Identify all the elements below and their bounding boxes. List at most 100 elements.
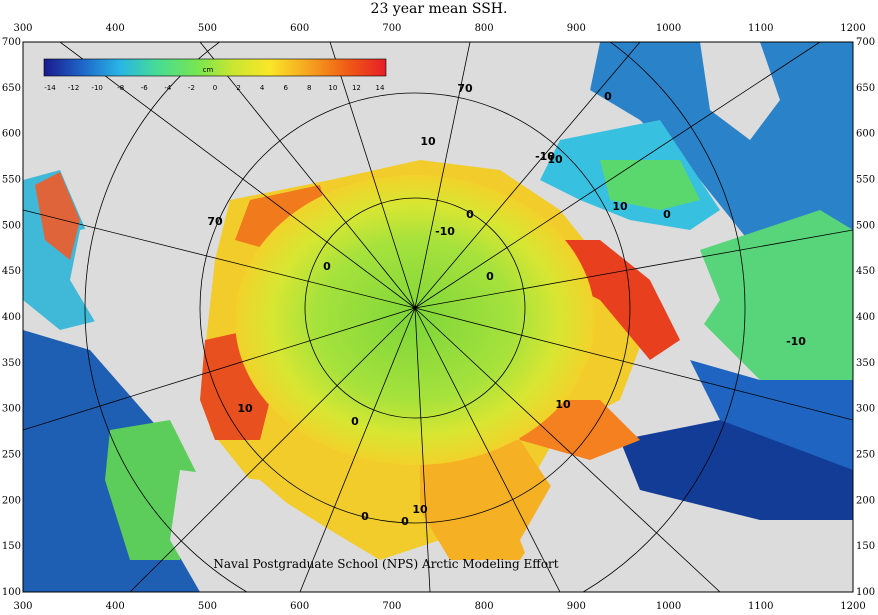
credit-text: Naval Postgraduate School (NPS) Arctic M… <box>213 557 558 571</box>
contour-label: 10 <box>420 135 436 148</box>
pacific-green <box>700 210 853 380</box>
colorbar-tick-label: -8 <box>117 84 124 92</box>
colorbar-tick-label: 6 <box>283 84 288 92</box>
contour-label: 0 <box>361 510 369 523</box>
x-tick-bottom-label: 300 <box>13 601 32 612</box>
y-tick-right-label: 550 <box>856 175 875 186</box>
y-tick-left-label: 500 <box>2 220 21 231</box>
y-tick-right-label: 400 <box>856 312 875 323</box>
y-tick-left-label: 600 <box>2 129 21 140</box>
contour-label: 10 <box>412 503 428 516</box>
contour-label: -10 <box>535 150 555 163</box>
x-tick-bottom-label: 900 <box>567 601 586 612</box>
colorbar-unit: cm <box>203 66 214 74</box>
x-tick-bottom-label: 1200 <box>840 601 865 612</box>
x-tick-top-label: 1200 <box>840 23 865 34</box>
scandinavia-land <box>640 250 720 330</box>
x-tick-top-label: 1100 <box>748 23 773 34</box>
y-tick-left-label: 400 <box>2 312 21 323</box>
colorbar-tick-label: -6 <box>141 84 149 92</box>
y-tick-left-label: 250 <box>2 450 21 461</box>
y-tick-right-label: 600 <box>856 129 875 140</box>
colorbar-tick-label: 10 <box>328 84 337 92</box>
plot-border <box>22 41 854 593</box>
y-tick-left-label: 450 <box>2 266 21 277</box>
y-tick-left-label: 100 <box>2 587 21 598</box>
contour-label: 70 <box>457 82 473 95</box>
colorbar-tick-label: -2 <box>188 84 195 92</box>
colorbar-tick-label: 8 <box>307 84 311 92</box>
x-tick-top-label: 300 <box>13 23 32 34</box>
y-tick-right-label: 500 <box>856 220 875 231</box>
y-tick-right-label: 450 <box>856 266 875 277</box>
contour-label: -10 <box>435 225 455 238</box>
colorbar-tick-label: 0 <box>213 84 217 92</box>
x-tick-top-label: 700 <box>382 23 401 34</box>
contour-label: 0 <box>663 208 671 221</box>
eurasia-land <box>520 470 760 592</box>
y-tick-left-label: 550 <box>2 175 21 186</box>
kamchatka-land <box>700 42 780 140</box>
colorbar-tick-label: -14 <box>44 84 56 92</box>
contour-label: 0 <box>604 90 612 103</box>
y-tick-right-label: 650 <box>856 83 875 94</box>
y-tick-right-label: 300 <box>856 404 875 415</box>
colorbar-tick-label: 14 <box>376 84 385 92</box>
y-tick-left-label: 300 <box>2 404 21 415</box>
y-tick-right-label: 200 <box>856 495 875 506</box>
x-tick-top-label: 800 <box>475 23 494 34</box>
contour-label: 10 <box>555 398 571 411</box>
y-tick-right-label: 700 <box>856 37 875 48</box>
siberia-land <box>170 470 380 592</box>
y-tick-left-label: 700 <box>2 37 21 48</box>
colorbar-tick-label: -4 <box>164 84 172 92</box>
x-tick-top-label: 400 <box>106 23 125 34</box>
contour-label: 10 <box>237 402 253 415</box>
baffin-red <box>35 172 80 260</box>
graticule <box>23 42 853 592</box>
y-tick-right-label: 100 <box>856 587 875 598</box>
y-tick-right-label: 350 <box>856 358 875 369</box>
y-tick-right-label: 150 <box>856 541 875 552</box>
y-tick-left-label: 200 <box>2 495 21 506</box>
greenland-land <box>70 210 210 360</box>
x-tick-top-label: 900 <box>567 23 586 34</box>
y-tick-left-label: 650 <box>2 83 21 94</box>
contour-label: 70 <box>207 215 223 228</box>
contour-label: 0 <box>486 270 494 283</box>
arctic-basin <box>235 175 595 465</box>
x-tick-bottom-label: 600 <box>290 601 309 612</box>
bering-green-shelf <box>600 160 700 210</box>
pacific-dark-blue <box>620 420 853 520</box>
y-tick-right-label: 250 <box>856 450 875 461</box>
kara-shelf-yellow <box>420 440 560 560</box>
colorbar-tick-label: 2 <box>236 84 240 92</box>
contour-label: 0 <box>401 515 409 528</box>
x-tick-top-label: 500 <box>198 23 217 34</box>
x-tick-bottom-label: 800 <box>475 601 494 612</box>
y-tick-left-label: 350 <box>2 358 21 369</box>
contour-label: -10 <box>786 335 806 348</box>
map-title: 23 year mean SSH. <box>371 1 508 17</box>
contour-label: 0 <box>351 415 359 428</box>
x-tick-bottom-label: 700 <box>382 601 401 612</box>
x-tick-bottom-label: 1000 <box>656 601 681 612</box>
contour-label: 0 <box>323 260 331 273</box>
colorbar-tick-label: -12 <box>68 84 79 92</box>
contour-label: 10 <box>547 153 563 166</box>
colorbar-tick-label: -10 <box>91 84 102 92</box>
y-tick-left-label: 150 <box>2 541 21 552</box>
x-tick-top-label: 1000 <box>656 23 681 34</box>
x-tick-bottom-label: 1100 <box>748 601 773 612</box>
colorbar: cm -14 -12 -10 -8 -6 -4 -2 0 2 4 6 8 10 12 14 <box>43 58 387 92</box>
x-tick-bottom-label: 500 <box>198 601 217 612</box>
contour-label: 0 <box>466 208 474 221</box>
x-tick-bottom-label: 400 <box>106 601 125 612</box>
x-tick-top-label: 600 <box>290 23 309 34</box>
contour-label: 10 <box>612 200 628 213</box>
colorbar-tick-label: 4 <box>260 84 265 92</box>
pacific-deep-left <box>690 360 853 470</box>
colorbar-tick-label: 12 <box>352 84 361 92</box>
alaska-land <box>470 42 600 110</box>
